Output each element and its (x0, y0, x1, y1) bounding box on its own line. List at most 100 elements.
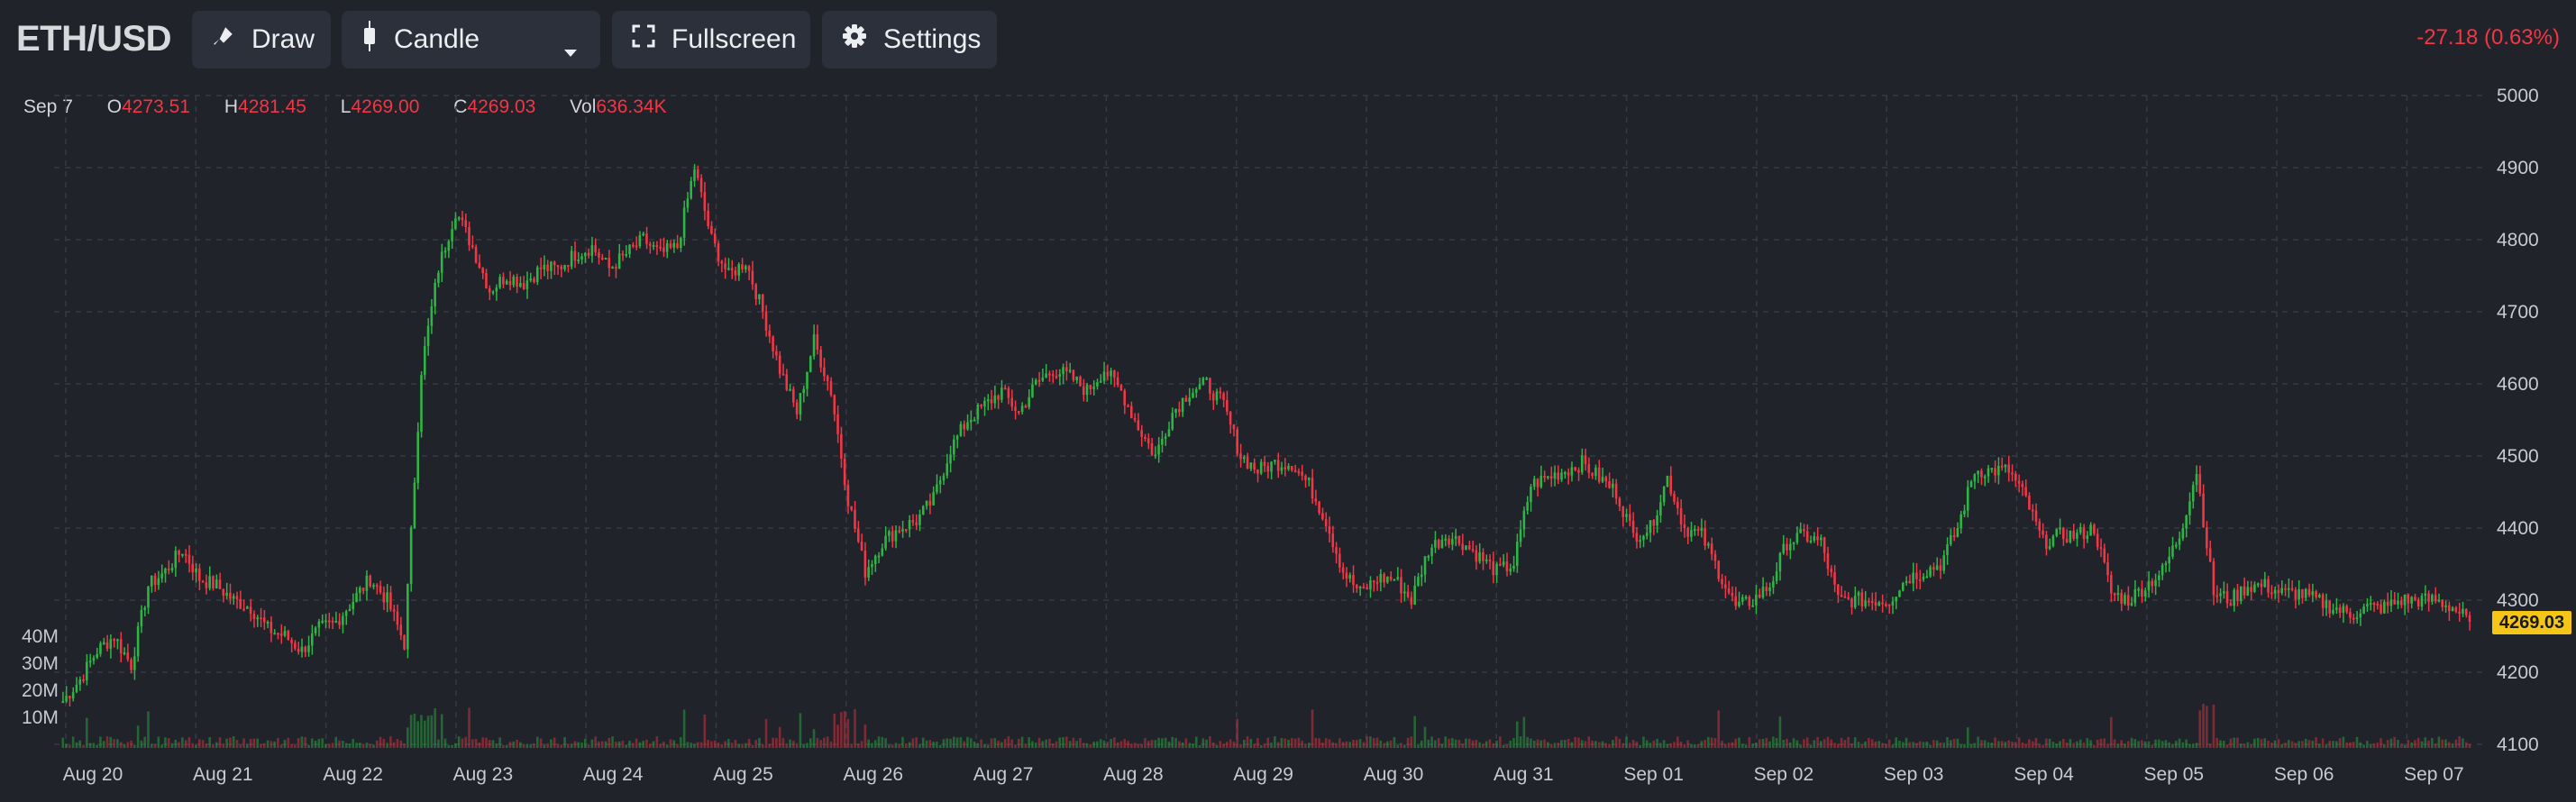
candle-body (693, 169, 696, 181)
volume-bar (2447, 742, 2451, 748)
volume-bar (580, 743, 583, 748)
candle-body (2372, 603, 2376, 606)
candle-body (819, 349, 822, 368)
candle-body (604, 258, 607, 260)
volume-bar (1639, 744, 1641, 748)
candle-body (905, 529, 908, 532)
volume-bar (734, 740, 737, 748)
candle-body (1604, 477, 1608, 482)
candle-body (327, 620, 331, 623)
candle-body (1406, 591, 1410, 597)
volume-bar (635, 738, 638, 748)
candle-body (1318, 501, 1320, 514)
candlestick-chart[interactable]: 5000 4900 4800 4700 4600 4500 4400 4300 4200 4100… (0, 77, 2576, 802)
volume-bar (304, 737, 307, 748)
candle-body (1768, 587, 1771, 591)
candle-body (535, 267, 539, 283)
volume-bar (1601, 741, 1604, 748)
candle-body (109, 639, 113, 649)
volume-bar (1085, 743, 1089, 748)
candle-body (1341, 567, 1345, 573)
volume-bar (1192, 743, 1194, 748)
candle-body (1645, 533, 1649, 536)
volume-bar (1874, 741, 1877, 748)
volume-bar (1051, 743, 1055, 748)
ohlc-legend: Sep 7 O4273.51 H4281.45 L4269.00 C4269.0… (23, 96, 667, 118)
candle-body (1512, 566, 1515, 570)
volume-bar (2147, 741, 2151, 748)
price-tick-label: 4100 (2497, 734, 2539, 755)
candle-body (2124, 595, 2126, 604)
volume-bar (953, 736, 955, 748)
candle-body (215, 579, 218, 588)
candle-body (2334, 607, 2338, 610)
candle-body (1194, 388, 1198, 393)
volume-bar (1813, 740, 1816, 748)
volume-bar (167, 738, 170, 748)
volume-bar (877, 736, 881, 748)
volume-bar (102, 741, 105, 748)
volume-bar (1161, 738, 1164, 748)
candle-body (594, 245, 597, 252)
settings-button[interactable]: Settings (822, 11, 997, 68)
candle-body (1744, 597, 1748, 599)
fullscreen-button[interactable]: Fullscreen (612, 11, 810, 68)
volume-bar (409, 715, 413, 748)
candle-body (846, 485, 850, 506)
volume-bar (1700, 741, 1704, 748)
candle-body (416, 432, 419, 483)
volume-bar (1448, 738, 1450, 748)
volume-bar (1010, 739, 1014, 748)
last-price-tag: 4269.03 (2492, 611, 2571, 634)
volume-bar (628, 740, 631, 748)
volume-bar (751, 744, 754, 748)
volume-bar (1331, 742, 1335, 748)
candle-body (1621, 506, 1624, 517)
volume-bar (611, 736, 614, 748)
candle-body (806, 371, 808, 389)
candle-body (174, 551, 178, 569)
candle-body (2441, 599, 2444, 607)
candle-body (737, 264, 741, 276)
volume-bar (1338, 738, 1341, 748)
volume-bar (1242, 739, 1246, 748)
volume-bar (2086, 738, 2089, 748)
candle-body (1843, 596, 1847, 598)
volume-bar (2124, 743, 2126, 748)
volume-bar (539, 738, 543, 748)
volume-bar (2181, 742, 2185, 748)
volume-bar (232, 736, 235, 748)
volume-bar (1898, 740, 1901, 748)
volume-tick-label: 20M (22, 680, 59, 701)
chart-type-dropdown[interactable]: Candle (342, 11, 600, 68)
volume-bar (2355, 736, 2359, 748)
volume-bar (768, 743, 772, 748)
candle-body (2349, 612, 2352, 618)
candle-body (1567, 472, 1570, 476)
volume-bar (1530, 738, 1532, 748)
volume-bar (1748, 737, 1751, 748)
candle-body (113, 639, 115, 642)
candle-body (938, 480, 942, 485)
volume-bar (1369, 736, 1372, 748)
candle-body (2014, 473, 2017, 481)
date-tick-label: Aug 27 (973, 764, 1034, 785)
candle-body (550, 261, 553, 271)
volume-bar (2089, 740, 2092, 748)
volume-bar (1014, 744, 1017, 748)
candle-body (1656, 515, 1658, 526)
volume-bar (342, 740, 344, 748)
draw-button[interactable]: Draw (192, 11, 331, 68)
candle-body (1727, 588, 1731, 593)
candle-body (1362, 587, 1366, 589)
date-tick-label: Sep 01 (1623, 764, 1684, 785)
price-tick-label: 5000 (2497, 86, 2539, 106)
volume-bar (1188, 743, 1191, 748)
volume-bar (2229, 738, 2233, 748)
candle-body (699, 178, 703, 193)
candle-body (1178, 408, 1181, 413)
volume-bar (488, 740, 491, 748)
candle-body (2287, 588, 2290, 590)
volume-bar (2031, 741, 2034, 748)
candle-body (1495, 563, 1498, 576)
